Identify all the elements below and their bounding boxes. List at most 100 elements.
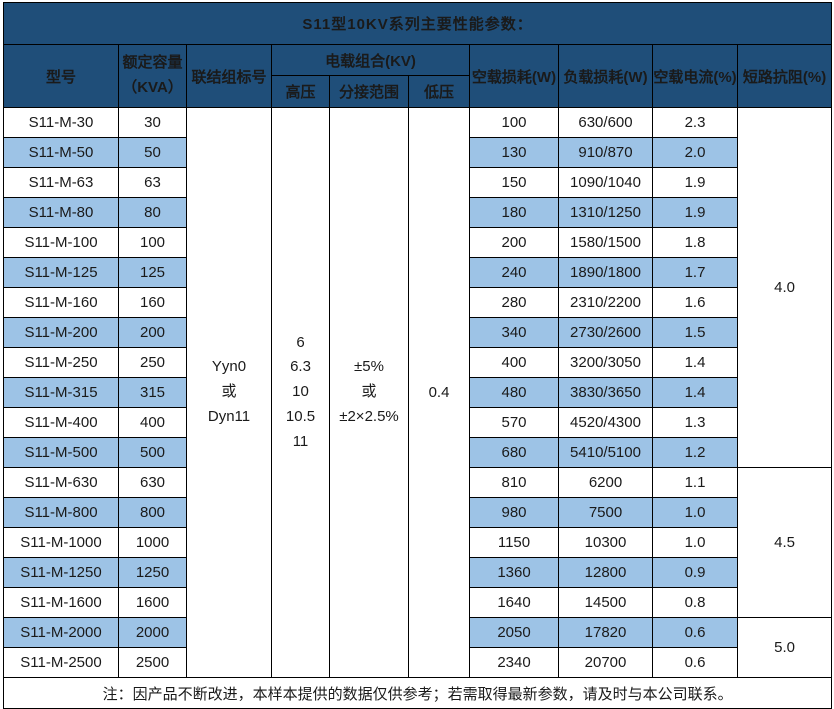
- cell-no-load-current: 1.7: [652, 257, 738, 288]
- table-row: S11-M-630 630 810 6200 1.1 4.5: [3, 467, 833, 618]
- cell-model: S11-M-2500: [3, 647, 119, 678]
- cell-model: S11-M-1250: [3, 557, 119, 588]
- cell-no-load-loss: 1150: [469, 527, 559, 558]
- cell-capacity: 1250: [118, 557, 187, 588]
- table-row: S11-M-30 30 Yyn0 或 Dyn11 6 6.3 10 10.5 1…: [3, 107, 833, 678]
- header-load-loss: 负载损耗(W): [558, 44, 653, 108]
- cell-load-loss: 2310/2200: [558, 287, 653, 318]
- cell-load-loss: 1890/1800: [558, 257, 653, 288]
- cell-model: S11-M-1000: [3, 527, 119, 558]
- cell-capacity: 200: [118, 317, 187, 348]
- table-row: S11-M-1000 1000 1150 10300 1.0: [3, 527, 832, 558]
- cell-load-loss: 5410/5100: [558, 437, 653, 468]
- cell-capacity: 1000: [118, 527, 187, 558]
- cell-capacity: 800: [118, 497, 187, 528]
- cell-model: S11-M-315: [3, 377, 119, 408]
- cell-model: S11-M-100: [3, 227, 119, 258]
- cell-load-loss: 20700: [558, 647, 653, 678]
- cell-connection-group: Yyn0 或 Dyn11: [186, 107, 272, 678]
- cell-model: S11-M-50: [3, 137, 119, 168]
- cell-no-load-loss: 570: [469, 407, 559, 438]
- cell-load-loss: 630/600: [558, 107, 653, 138]
- cell-load-loss: 7500: [558, 497, 653, 528]
- cell-no-load-current: 1.1: [652, 467, 738, 498]
- cell-load-loss: 12800: [558, 557, 653, 588]
- footer-note: 注：因产品不断改进，本样本提供的数据仅供参考；若需取得最新参数，请及时与本公司联…: [2, 677, 833, 709]
- page-title: S11型10KV系列主要性能参数：: [2, 2, 833, 45]
- cell-load-loss: 4520/4300: [558, 407, 653, 438]
- table-row: S11-M-1250 1250 1360 12800 0.9: [3, 557, 832, 588]
- cell-impedance-group-2: 4.5: [736, 467, 833, 618]
- cell-load-loss: 1090/1040: [558, 167, 653, 198]
- cell-no-load-loss: 480: [469, 377, 559, 408]
- header-capacity: 额定容量 （KVA）: [118, 44, 187, 108]
- cell-no-load-loss: 1640: [469, 587, 559, 618]
- table-row: S11-M-100 100 200 1580/1500 1.8: [3, 227, 832, 258]
- cell-load-loss: 14500: [558, 587, 653, 618]
- cell-no-load-loss: 810: [469, 467, 559, 498]
- cell-capacity: 500: [118, 437, 187, 468]
- cell-capacity: 2000: [118, 617, 187, 648]
- cell-no-load-loss: 400: [469, 347, 559, 378]
- cell-no-load-loss: 2050: [469, 617, 559, 648]
- table-row: S11-M-800 800 980 7500 1.0: [3, 497, 832, 528]
- cell-no-load-loss: 280: [469, 287, 559, 318]
- cell-no-load-loss: 2340: [469, 647, 559, 678]
- cell-model: S11-M-500: [3, 437, 119, 468]
- table-row: S11-M-63 63 150 1090/1040 1.9: [3, 167, 832, 198]
- cell-no-load-current: 1.6: [652, 287, 738, 318]
- cell-capacity: 63: [118, 167, 187, 198]
- cell-model: S11-M-63: [3, 167, 119, 198]
- cell-no-load-loss: 240: [469, 257, 559, 288]
- header-voltage-group: 电载组合(KV): [271, 44, 470, 76]
- table-row: S11-M-160 160 280 2310/2200 1.6: [3, 287, 832, 318]
- cell-load-loss: 3200/3050: [558, 347, 653, 378]
- cell-impedance-group-1: 4.0: [736, 107, 833, 468]
- cell-model: S11-M-2000: [3, 617, 119, 648]
- cell-model: S11-M-630: [3, 467, 119, 498]
- cell-model: S11-M-200: [3, 317, 119, 348]
- cell-no-load-loss: 980: [469, 497, 559, 528]
- table-row: S11-M-250 250 400 3200/3050 1.4: [3, 347, 832, 378]
- table-row: S11-M-315 315 480 3830/3650 1.4: [3, 377, 832, 408]
- cell-capacity: 315: [118, 377, 187, 408]
- table-row: S11-M-2500 2500 2340 20700 0.6: [3, 647, 832, 678]
- cell-no-load-current: 0.6: [652, 647, 738, 678]
- header-no-load-current: 空载电流(%): [652, 44, 738, 108]
- cell-impedance-group-3: 5.0: [736, 617, 833, 678]
- cell-load-loss: 3830/3650: [558, 377, 653, 408]
- cell-no-load-current: 1.3: [652, 407, 738, 438]
- cell-tap-range: ±5% 或 ±2×2.5%: [329, 107, 409, 678]
- table-row: S11-M-200 200 340 2730/2600 1.5: [3, 317, 832, 348]
- cell-no-load-current: 2.3: [652, 107, 738, 138]
- header-impedance: 短路抗阻(%): [736, 44, 833, 108]
- cell-high-voltage: 6 6.3 10 10.5 11: [271, 107, 330, 678]
- header-connection-group: 联结组标号: [186, 44, 272, 108]
- cell-no-load-current: 1.4: [652, 377, 738, 408]
- cell-no-load-loss: 130: [469, 137, 559, 168]
- cell-no-load-current: 1.9: [652, 167, 738, 198]
- cell-capacity: 630: [118, 467, 187, 498]
- cell-no-load-current: 1.0: [652, 497, 738, 528]
- cell-load-loss: 6200: [558, 467, 653, 498]
- cell-load-loss: 1310/1250: [558, 197, 653, 228]
- cell-capacity: 160: [118, 287, 187, 318]
- table-row: S11-M-2000 2000 2050 17820 0.6 5.0: [3, 617, 833, 678]
- cell-capacity: 80: [118, 197, 187, 228]
- cell-no-load-loss: 680: [469, 437, 559, 468]
- cell-no-load-current: 0.6: [652, 617, 738, 648]
- cell-model: S11-M-1600: [3, 587, 119, 618]
- table-row: S11-M-1600 1600 1640 14500 0.8: [3, 587, 832, 618]
- cell-no-load-current: 0.8: [652, 587, 738, 618]
- header-tap-range: 分接范围: [329, 75, 409, 108]
- header-no-load-loss: 空载损耗(W): [469, 44, 559, 108]
- cell-no-load-current: 1.4: [652, 347, 738, 378]
- header-high-voltage: 高压: [271, 75, 330, 108]
- cell-no-load-loss: 180: [469, 197, 559, 228]
- cell-capacity: 100: [118, 227, 187, 258]
- cell-model: S11-M-800: [3, 497, 119, 528]
- cell-load-loss: 910/870: [558, 137, 653, 168]
- cell-model: S11-M-30: [3, 107, 119, 138]
